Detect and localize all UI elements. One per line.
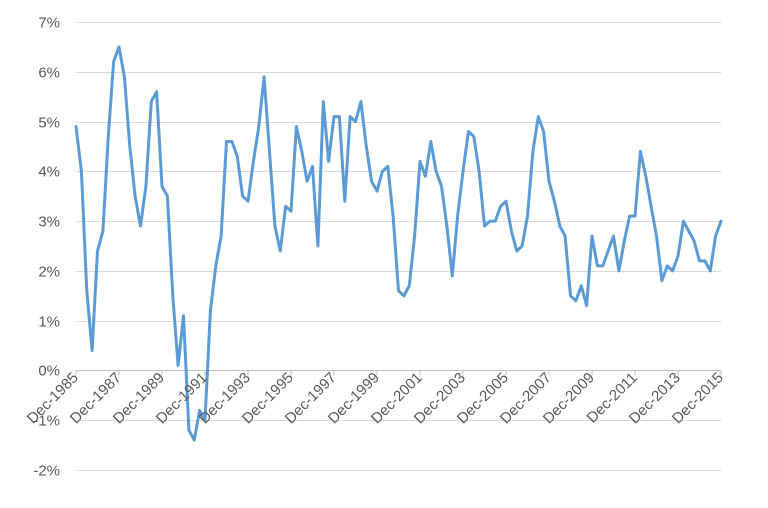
y-axis-tick-labels: -2% -1% 0% 1% 2% 3% 4% 5% 6% 7%	[33, 15, 60, 480]
y-tick-label: 7%	[38, 15, 60, 32]
x-axis	[75, 370, 722, 376]
y-tick-label: 6%	[38, 65, 60, 82]
series-layer	[74, 45, 723, 442]
y-tick-label: -2%	[33, 463, 60, 480]
x-axis-tick-labels: Dec-1985Dec-1987Dec-1989Dec-1991Dec-1993…	[24, 369, 727, 427]
y-tick-label: 1%	[38, 314, 60, 331]
y-tick-label: 4%	[38, 164, 60, 181]
y-tick-label: 5%	[38, 115, 60, 132]
series-line	[74, 45, 723, 442]
y-tick-label: 0%	[38, 363, 60, 380]
y-tick-label: 2%	[38, 264, 60, 281]
y-tick-label: -1%	[33, 413, 60, 430]
y-tick-label: 3%	[38, 214, 60, 231]
